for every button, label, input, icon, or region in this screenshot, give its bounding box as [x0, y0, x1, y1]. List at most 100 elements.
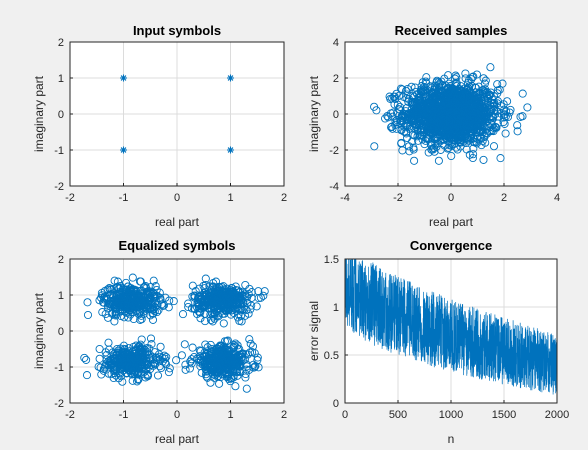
data-point	[128, 376, 137, 385]
x-tick-label: -2	[65, 192, 75, 204]
data-point	[249, 363, 258, 372]
data-point	[149, 276, 158, 285]
data-point	[124, 356, 133, 366]
data-point	[241, 350, 251, 359]
data-point	[153, 307, 162, 317]
data-series	[345, 259, 557, 395]
data-point	[496, 154, 505, 163]
data-point	[194, 292, 203, 301]
data-point	[479, 93, 489, 102]
data-point	[114, 374, 123, 383]
y-tick-label: -2	[54, 398, 64, 410]
x-tick-label: 1	[227, 409, 233, 421]
data-point	[216, 342, 226, 351]
data-point	[115, 361, 124, 370]
x-tick-label: -1	[119, 409, 129, 421]
data-point	[148, 315, 158, 324]
data-point	[80, 353, 89, 362]
data-point	[237, 353, 246, 362]
error-signal-line	[345, 259, 557, 395]
data-point	[390, 100, 399, 109]
data-point	[233, 296, 243, 305]
data-point	[493, 89, 502, 98]
x-axis-label: real part	[155, 432, 200, 446]
data-point	[433, 133, 442, 142]
data-point	[120, 146, 127, 154]
data-point	[233, 286, 242, 295]
data-point	[432, 137, 441, 146]
y-tick-label: 4	[333, 37, 339, 49]
data-point	[206, 378, 215, 387]
data-point	[172, 356, 181, 365]
data-point	[398, 112, 407, 121]
y-tick-label: 1.5	[324, 254, 339, 266]
data-point	[447, 140, 457, 149]
data-point	[164, 303, 173, 312]
data-point	[114, 299, 123, 308]
data-point	[493, 80, 502, 89]
data-point	[457, 104, 466, 113]
data-point	[383, 112, 392, 121]
data-point	[465, 150, 474, 159]
data-point	[214, 355, 223, 364]
data-point	[481, 138, 490, 147]
data-point	[381, 114, 390, 123]
data-point	[162, 352, 171, 362]
data-point	[221, 295, 230, 304]
data-point	[83, 310, 93, 320]
data-point	[464, 84, 473, 93]
data-series	[370, 63, 532, 165]
data-point	[481, 85, 490, 94]
marker-stroke	[227, 75, 234, 81]
data-point	[210, 314, 219, 323]
y-axis-label: imaginary part	[307, 75, 321, 152]
data-point	[136, 315, 145, 324]
data-point	[82, 355, 91, 364]
data-point	[128, 305, 137, 314]
data-point	[94, 362, 103, 371]
data-point	[201, 365, 210, 374]
data-point	[193, 354, 202, 363]
data-point	[242, 384, 251, 393]
data-point	[424, 148, 433, 157]
data-point	[223, 336, 232, 345]
data-point	[109, 373, 118, 383]
data-point	[119, 355, 128, 364]
data-point	[489, 99, 498, 108]
data-point	[140, 358, 149, 367]
data-point	[466, 133, 475, 143]
data-point	[480, 132, 489, 142]
data-point	[456, 98, 466, 107]
y-tick-label: 2	[58, 37, 64, 49]
data-point	[479, 74, 488, 83]
data-point	[209, 302, 218, 312]
data-point	[233, 361, 242, 370]
data-point	[150, 360, 160, 369]
data-point	[485, 126, 494, 136]
data-point	[523, 103, 532, 112]
data-point	[165, 296, 174, 305]
data-point	[109, 350, 118, 359]
data-point	[434, 119, 444, 128]
data-point	[164, 368, 173, 377]
data-point	[457, 133, 466, 142]
data-point	[253, 353, 262, 362]
data-point	[210, 288, 219, 297]
data-point	[403, 84, 412, 94]
x-tick-label: 2	[501, 192, 507, 204]
data-point	[134, 289, 143, 298]
data-point	[434, 124, 443, 134]
data-point	[148, 288, 157, 297]
data-point	[400, 127, 409, 136]
data-point	[242, 360, 251, 369]
data-point	[473, 134, 482, 143]
data-point	[142, 287, 151, 296]
data-point	[445, 87, 454, 96]
x-tick-label: 0	[174, 409, 180, 421]
data-point	[418, 78, 427, 87]
data-point	[460, 106, 469, 116]
data-point	[201, 281, 210, 290]
data-point	[233, 341, 242, 350]
data-point	[139, 283, 148, 292]
x-axis-label: n	[448, 432, 455, 446]
